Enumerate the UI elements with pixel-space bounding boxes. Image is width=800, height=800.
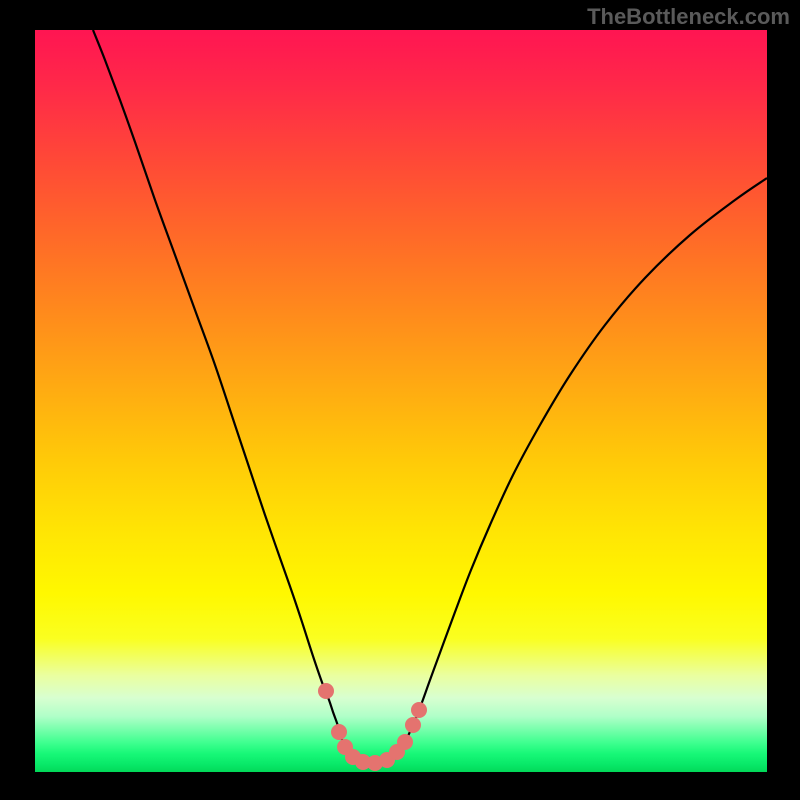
data-marker [331, 724, 347, 740]
watermark-text: TheBottleneck.com [587, 4, 790, 30]
chart-container: TheBottleneck.com [0, 0, 800, 800]
curve-overlay [35, 30, 767, 772]
data-marker [397, 734, 413, 750]
data-markers [318, 683, 427, 771]
data-marker [411, 702, 427, 718]
data-marker [318, 683, 334, 699]
data-marker [405, 717, 421, 733]
plot-area [35, 30, 767, 772]
bottleneck-curve [93, 30, 767, 763]
